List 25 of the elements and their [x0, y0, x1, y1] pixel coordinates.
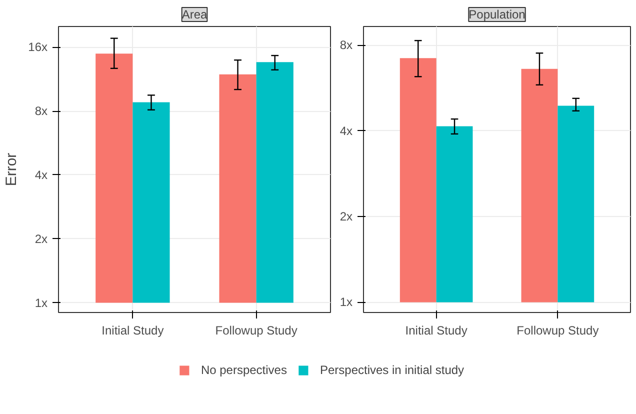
bar	[521, 68, 558, 302]
legend-label: Perspectives in initial study	[320, 363, 464, 377]
bar	[436, 126, 473, 302]
x-tick-label: Initial Study	[405, 324, 468, 338]
y-tick-label: 4x	[34, 168, 48, 182]
bar	[219, 74, 256, 303]
y-tick-label: 2x	[34, 232, 48, 246]
chart-title: Population	[468, 8, 526, 22]
y-tick-label: 16x	[28, 40, 48, 54]
x-tick-label: Followup Study	[516, 324, 599, 338]
y-tick-label: 2x	[340, 210, 353, 224]
bar	[400, 58, 436, 302]
legend-label: No perspectives	[200, 363, 287, 377]
bar	[132, 102, 170, 303]
y-tick-label: 8x	[340, 38, 353, 52]
y-axis-title: Error	[3, 152, 20, 186]
bar	[256, 62, 294, 303]
y-tick-label: 8x	[34, 104, 48, 118]
x-tick-label: Initial Study	[102, 324, 164, 338]
y-tick-label: 1x	[34, 296, 48, 310]
bar	[558, 106, 594, 302]
y-tick-label: 4x	[340, 124, 353, 138]
bar	[96, 54, 133, 303]
x-tick-label: Followup Study	[215, 324, 298, 338]
y-tick-label: 1x	[340, 295, 353, 310]
